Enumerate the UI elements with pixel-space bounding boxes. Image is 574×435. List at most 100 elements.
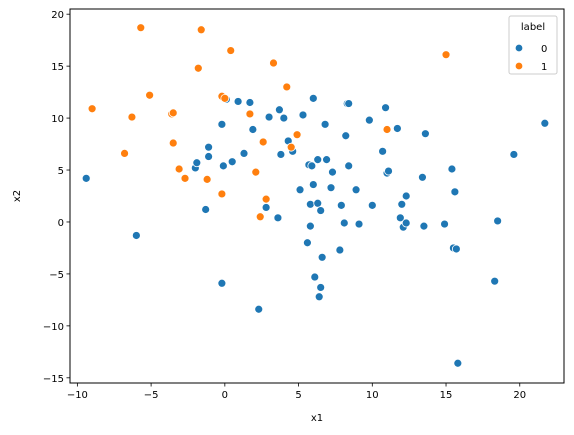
point-label-0 xyxy=(453,358,463,368)
point-label-0 xyxy=(401,218,411,228)
point-label-1 xyxy=(127,112,137,122)
point-label-0 xyxy=(420,129,430,139)
point-label-1 xyxy=(286,142,296,152)
point-label-0 xyxy=(344,161,354,171)
legend-entry-0: 0 xyxy=(541,44,547,55)
x-tick-label: 20 xyxy=(513,390,526,401)
point-label-0 xyxy=(308,93,318,103)
point-label-0 xyxy=(326,183,336,193)
point-label-1 xyxy=(87,104,97,114)
point-label-0 xyxy=(419,221,429,231)
point-label-0 xyxy=(418,172,427,182)
y-tick-label: −15 xyxy=(43,374,64,385)
x-tick-label: −5 xyxy=(144,390,159,401)
x-tick-label: 5 xyxy=(295,390,301,401)
y-tick-label: −5 xyxy=(49,270,64,281)
point-label-0 xyxy=(204,142,214,152)
point-label-0 xyxy=(316,206,326,215)
point-label-1 xyxy=(261,194,271,204)
point-label-0 xyxy=(336,200,346,210)
point-label-0 xyxy=(201,205,211,214)
point-label-1 xyxy=(180,173,190,183)
point-label-1 xyxy=(220,93,230,103)
point-label-0 xyxy=(305,199,315,209)
legend-entry-1: 1 xyxy=(541,62,547,73)
point-label-0 xyxy=(397,199,407,209)
point-label-1 xyxy=(168,108,178,118)
point-label-1 xyxy=(382,125,392,134)
y-axis: −15 −10 −5 0 5 10 15 20 xyxy=(43,10,70,385)
point-label-0 xyxy=(310,272,320,282)
point-label-0 xyxy=(254,304,264,314)
point-label-0 xyxy=(351,185,361,195)
y-tick-label: 20 xyxy=(51,10,64,21)
point-label-0 xyxy=(131,231,141,240)
point-label-0 xyxy=(451,244,461,254)
point-label-1 xyxy=(251,167,261,177)
x-tick-label: 10 xyxy=(366,390,379,401)
point-label-0 xyxy=(313,198,323,208)
point-label-0 xyxy=(509,150,519,159)
y-tick-label: 5 xyxy=(58,166,64,177)
point-label-0 xyxy=(314,292,324,302)
point-label-1 xyxy=(255,212,265,222)
point-label-0 xyxy=(392,124,402,133)
point-label-0 xyxy=(245,98,255,107)
point-label-0 xyxy=(307,161,317,171)
point-label-0 xyxy=(248,125,258,134)
y-tick-label: 0 xyxy=(58,218,64,229)
point-label-0 xyxy=(344,99,354,108)
point-label-1 xyxy=(269,58,278,68)
legend-title: label xyxy=(521,22,545,33)
point-label-1 xyxy=(174,164,184,174)
x-tick-label: 15 xyxy=(440,390,453,401)
point-label-0 xyxy=(274,105,284,115)
point-label-1 xyxy=(292,130,302,140)
point-label-0 xyxy=(218,161,228,171)
point-label-0 xyxy=(322,155,331,165)
point-label-0 xyxy=(335,245,345,255)
point-label-0 xyxy=(239,149,249,158)
point-label-1 xyxy=(245,109,255,119)
point-label-0 xyxy=(384,166,393,176)
point-label-0 xyxy=(308,180,318,189)
point-label-0 xyxy=(395,213,405,223)
point-label-1 xyxy=(193,63,203,73)
point-label-0 xyxy=(303,238,312,248)
point-label-0 xyxy=(227,157,237,167)
plot-frame xyxy=(69,8,565,384)
point-label-0 xyxy=(364,115,374,125)
point-label-0 xyxy=(273,213,283,223)
points-layer xyxy=(81,23,550,368)
point-label-0 xyxy=(261,203,271,212)
point-label-0 xyxy=(367,200,377,210)
point-label-0 xyxy=(450,187,460,197)
point-label-0 xyxy=(316,283,326,292)
point-label-0 xyxy=(295,185,305,195)
point-label-1 xyxy=(196,25,206,35)
point-label-1 xyxy=(226,46,236,55)
point-label-0 xyxy=(540,118,550,128)
point-label-1 xyxy=(120,149,129,158)
point-label-0 xyxy=(313,155,323,165)
y-tick-label: 10 xyxy=(51,114,64,125)
point-label-0 xyxy=(217,278,227,288)
point-label-0 xyxy=(298,110,308,120)
point-label-0 xyxy=(493,216,503,226)
legend-box xyxy=(508,15,558,75)
point-label-0 xyxy=(378,146,388,156)
point-label-1 xyxy=(202,174,212,184)
point-label-0 xyxy=(317,252,327,262)
point-label-0 xyxy=(276,150,286,159)
y-axis-label: x2 xyxy=(12,190,23,202)
point-label-0 xyxy=(81,173,91,183)
x-axis: −10 −5 0 5 10 15 20 xyxy=(67,383,526,401)
point-label-0 xyxy=(339,218,349,228)
point-label-1 xyxy=(136,23,146,33)
point-label-1 xyxy=(217,189,227,199)
legend-marker-1 xyxy=(514,61,524,71)
point-label-0 xyxy=(381,103,390,113)
point-label-1 xyxy=(282,82,292,92)
y-tick-label: 15 xyxy=(51,62,64,73)
